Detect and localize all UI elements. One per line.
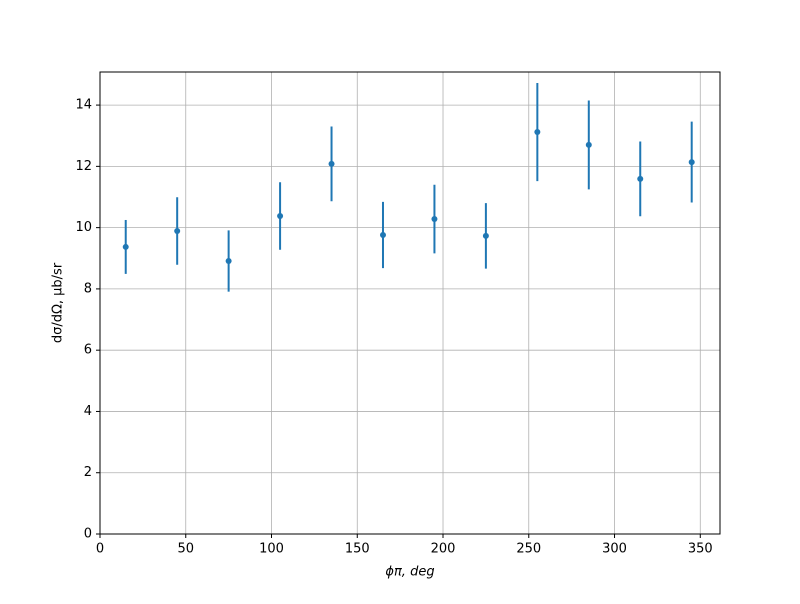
y-tick-label: 14: [75, 98, 92, 113]
y-tick-label: 8: [84, 281, 92, 296]
data-point: [585, 141, 592, 148]
data-point: [637, 175, 644, 182]
y-tick-label: 0: [84, 527, 92, 542]
plot-frame: [99, 71, 721, 535]
y-tick-label: 10: [75, 220, 92, 235]
y-tick-label: 6: [84, 343, 92, 358]
data-point: [174, 228, 181, 235]
data-point: [225, 258, 232, 265]
x-tick-label: 0: [96, 542, 104, 557]
x-tick-label: 250: [516, 542, 541, 557]
x-tick-label: 350: [688, 542, 713, 557]
x-tick-label: 150: [345, 542, 370, 557]
data-point: [122, 243, 129, 250]
data-point: [431, 216, 438, 223]
data-point: [277, 212, 284, 219]
data-point: [688, 159, 695, 166]
x-tick-label: 100: [259, 542, 284, 557]
y-axis-label: dσ/dΩ, μb/sr: [51, 262, 66, 343]
y-tick-label: 2: [84, 465, 92, 480]
x-tick-label: 50: [177, 542, 194, 557]
x-tick-label: 200: [431, 542, 456, 557]
x-tick-label: 300: [602, 542, 627, 557]
y-tick-label: 12: [75, 159, 92, 174]
y-tick-label: 4: [84, 404, 92, 419]
data-point: [328, 160, 335, 167]
data-point: [534, 129, 541, 136]
data-point: [379, 231, 386, 238]
x-axis-label: ϕπ, deg: [385, 565, 434, 580]
data-point: [482, 232, 489, 239]
